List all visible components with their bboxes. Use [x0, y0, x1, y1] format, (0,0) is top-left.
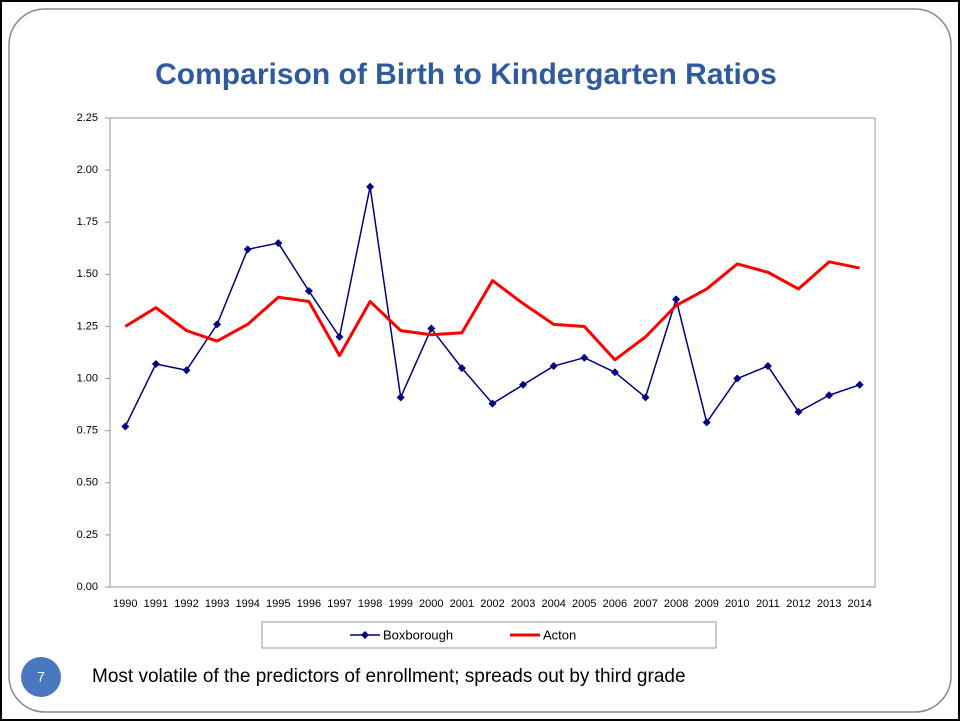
- y-tick-label: 2.00: [77, 164, 98, 176]
- data-point: [304, 287, 313, 296]
- data-point: [243, 245, 252, 254]
- x-tick-label: 1999: [388, 598, 412, 610]
- x-tick-label: 2014: [847, 598, 871, 610]
- data-point: [641, 393, 650, 402]
- slide-panel: [8, 8, 952, 713]
- data-point: [580, 353, 589, 362]
- data-point: [488, 399, 497, 408]
- y-tick-label: 1.75: [77, 216, 98, 228]
- data-point: [702, 418, 711, 427]
- data-point: [733, 374, 742, 383]
- x-tick-label: 2009: [694, 598, 718, 610]
- data-point: [366, 182, 375, 191]
- data-point: [672, 295, 681, 304]
- x-tick-label: 2003: [511, 598, 535, 610]
- x-tick-label: 2002: [480, 598, 504, 610]
- x-tick-label: 2005: [572, 598, 596, 610]
- y-tick-label: 1.50: [77, 268, 98, 280]
- y-tick-label: 0.75: [77, 425, 98, 437]
- legend-label: Boxborough: [383, 627, 453, 642]
- x-tick-label: 1991: [144, 598, 168, 610]
- slide-number-badge: [21, 657, 61, 697]
- data-point: [457, 364, 466, 373]
- x-tick-label: 2013: [817, 598, 841, 610]
- y-tick-label: 2.25: [77, 112, 98, 124]
- data-point: [427, 324, 436, 333]
- data-point: [825, 391, 834, 400]
- x-tick-label: 1993: [205, 598, 229, 610]
- x-tick-label: 2011: [756, 598, 780, 610]
- x-tick-label: 1994: [235, 598, 259, 610]
- plot-area: [109, 117, 876, 588]
- x-tick-label: 2006: [603, 598, 627, 610]
- y-tick-label: 0.00: [77, 581, 98, 593]
- data-point: [549, 362, 558, 371]
- x-tick-label: 1990: [113, 598, 137, 610]
- data-point: [610, 368, 619, 377]
- chart-title: Comparison of Birth to Kindergarten Rati…: [155, 58, 777, 91]
- legend-box: [261, 621, 717, 649]
- y-tick-label: 0.25: [77, 529, 98, 541]
- data-point: [213, 320, 222, 329]
- x-tick-label: 1996: [297, 598, 321, 610]
- data-point: [182, 366, 191, 375]
- data-point: [519, 380, 528, 389]
- x-tick-label: 2008: [664, 598, 688, 610]
- slide-number: 7: [37, 669, 45, 685]
- x-tick-label: 1992: [174, 598, 198, 610]
- data-point: [794, 407, 803, 416]
- x-tick-label: 2004: [541, 598, 565, 610]
- data-point: [335, 332, 344, 341]
- footer-text: Most volatile of the predictors of enrol…: [92, 666, 686, 687]
- legend-label: Acton: [543, 627, 576, 642]
- x-tick-label: 2010: [725, 598, 749, 610]
- y-tick-label: 0.50: [77, 477, 98, 489]
- x-tick-label: 2000: [419, 598, 443, 610]
- data-point: [763, 362, 772, 371]
- x-tick-label: 1998: [358, 598, 382, 610]
- data-point: [396, 393, 405, 402]
- data-point: [121, 422, 130, 431]
- data-point: [855, 380, 864, 389]
- legend-marker: [361, 631, 369, 639]
- x-tick-label: 2001: [450, 598, 474, 610]
- data-point: [151, 359, 160, 368]
- x-tick-label: 2007: [633, 598, 657, 610]
- y-tick-label: 1.00: [77, 372, 98, 384]
- series-line: [124, 260, 861, 362]
- x-tick-label: 1997: [327, 598, 351, 610]
- y-tick-label: 1.25: [77, 320, 98, 332]
- x-tick-label: 1995: [266, 598, 290, 610]
- data-point: [274, 239, 283, 248]
- x-tick-label: 2012: [786, 598, 810, 610]
